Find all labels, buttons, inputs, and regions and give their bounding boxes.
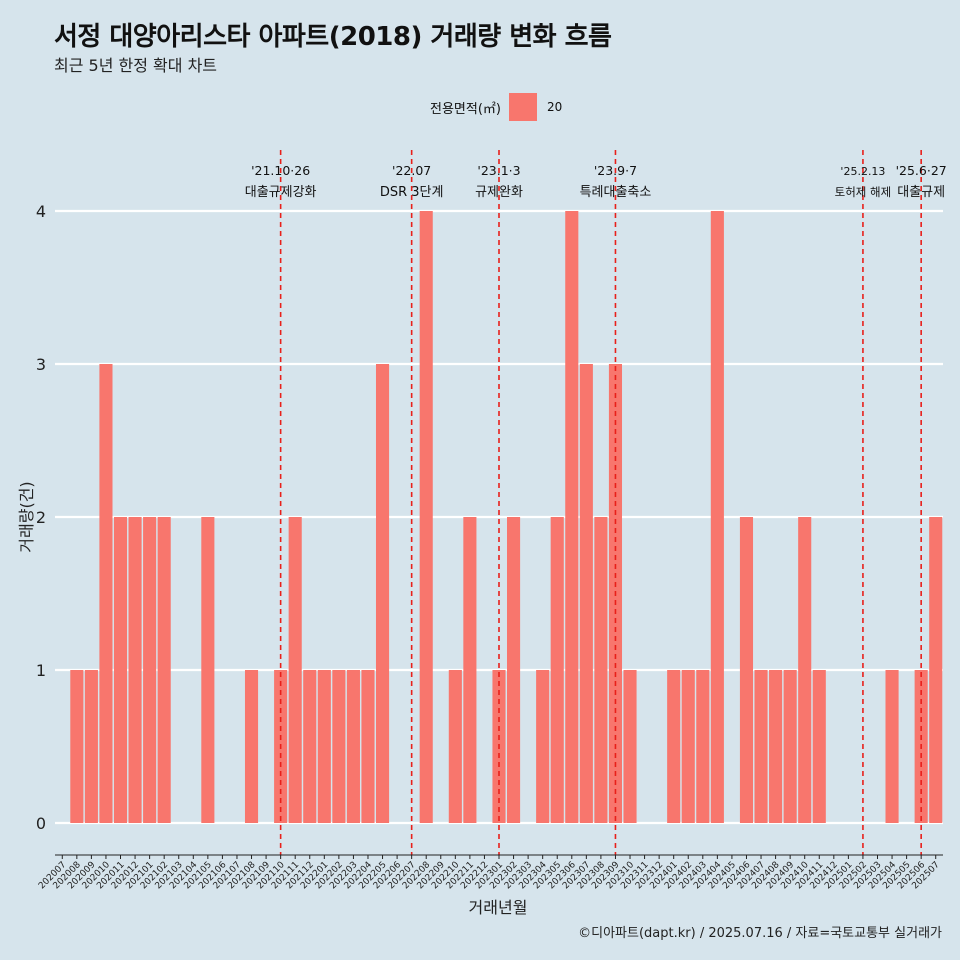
- bar: [696, 670, 710, 823]
- event-label: 규제완화: [475, 185, 523, 200]
- event-date: '23.9·7: [594, 163, 637, 178]
- bar: [565, 211, 579, 823]
- y-axis: 0 1 2 3 4: [36, 202, 46, 833]
- event-label: DSR 3단계: [380, 185, 444, 200]
- y-tick-label: 1: [36, 661, 46, 680]
- event-date: '22.07: [392, 163, 431, 178]
- y-tick-label: 4: [36, 202, 46, 221]
- bar: [769, 670, 783, 823]
- bar: [143, 517, 157, 823]
- y-tick-label: 2: [36, 508, 46, 527]
- bar: [579, 364, 593, 823]
- bars: [70, 211, 943, 823]
- caption: ©디아파트(dapt.kr) / 2025.07.16 / 자료=국토교통부 실…: [578, 926, 942, 941]
- bar: [463, 517, 477, 823]
- bar: [623, 670, 637, 823]
- event-label: 대출규제: [897, 185, 945, 200]
- event-label: 특례대출축소: [580, 185, 652, 200]
- event-label: 대출규제강화: [245, 185, 317, 200]
- bar: [798, 517, 812, 823]
- chart-subtitle: 최근 5년 한정 확대 차트: [54, 56, 218, 75]
- bar: [448, 670, 462, 823]
- bar: [667, 670, 681, 823]
- bar: [288, 517, 302, 823]
- bar: [783, 670, 797, 823]
- bar: [812, 670, 826, 823]
- y-tick-label: 0: [36, 814, 46, 833]
- bar: [113, 517, 128, 823]
- event-date: '23.1·3: [477, 163, 520, 178]
- bar: [99, 364, 113, 823]
- legend: 전용면적(㎡) 20: [430, 93, 562, 121]
- bar: [361, 670, 375, 823]
- bar: [885, 670, 899, 823]
- y-axis-label: 거래량(건): [17, 481, 36, 552]
- bar: [84, 670, 98, 823]
- chart-title: 서정 대양아리스타 아파트(2018) 거래량 변화 흐름: [54, 22, 612, 52]
- legend-swatch: [508, 93, 537, 121]
- bar: [739, 517, 754, 823]
- x-axis-label: 거래년월: [469, 898, 528, 917]
- bar: [157, 517, 171, 823]
- bar: [201, 517, 215, 823]
- event-date: '21.10·26: [251, 163, 310, 178]
- bar: [346, 670, 360, 823]
- bar: [681, 670, 695, 823]
- bar: [929, 517, 943, 823]
- bar: [419, 211, 433, 823]
- legend-title: 전용면적(㎡): [430, 101, 501, 117]
- legend-entry: 20: [546, 100, 563, 114]
- bar: [710, 211, 724, 823]
- x-axis: 2020072020082020092020102020112020122021…: [37, 854, 943, 891]
- bar: [375, 364, 390, 823]
- bar: [332, 670, 346, 823]
- bar: [303, 670, 317, 823]
- y-tick-label: 3: [36, 355, 46, 374]
- event-label: 토허제 해제: [835, 185, 892, 199]
- bar: [128, 517, 142, 823]
- bar: [317, 670, 331, 823]
- bar: [70, 670, 84, 823]
- event-lines: [279, 150, 922, 855]
- bar: [550, 517, 564, 823]
- bar: [594, 517, 608, 823]
- bar: [507, 517, 521, 823]
- bar: [244, 670, 259, 823]
- bar: [536, 670, 550, 823]
- bar: [754, 670, 768, 823]
- event-date: '25.6·27: [896, 163, 947, 178]
- event-annotations: '21.10·26 대출규제강화 '22.07 DSR 3단계 '23.1·3 규제완화 '…: [245, 163, 947, 200]
- event-date: '25.2.13: [840, 165, 885, 178]
